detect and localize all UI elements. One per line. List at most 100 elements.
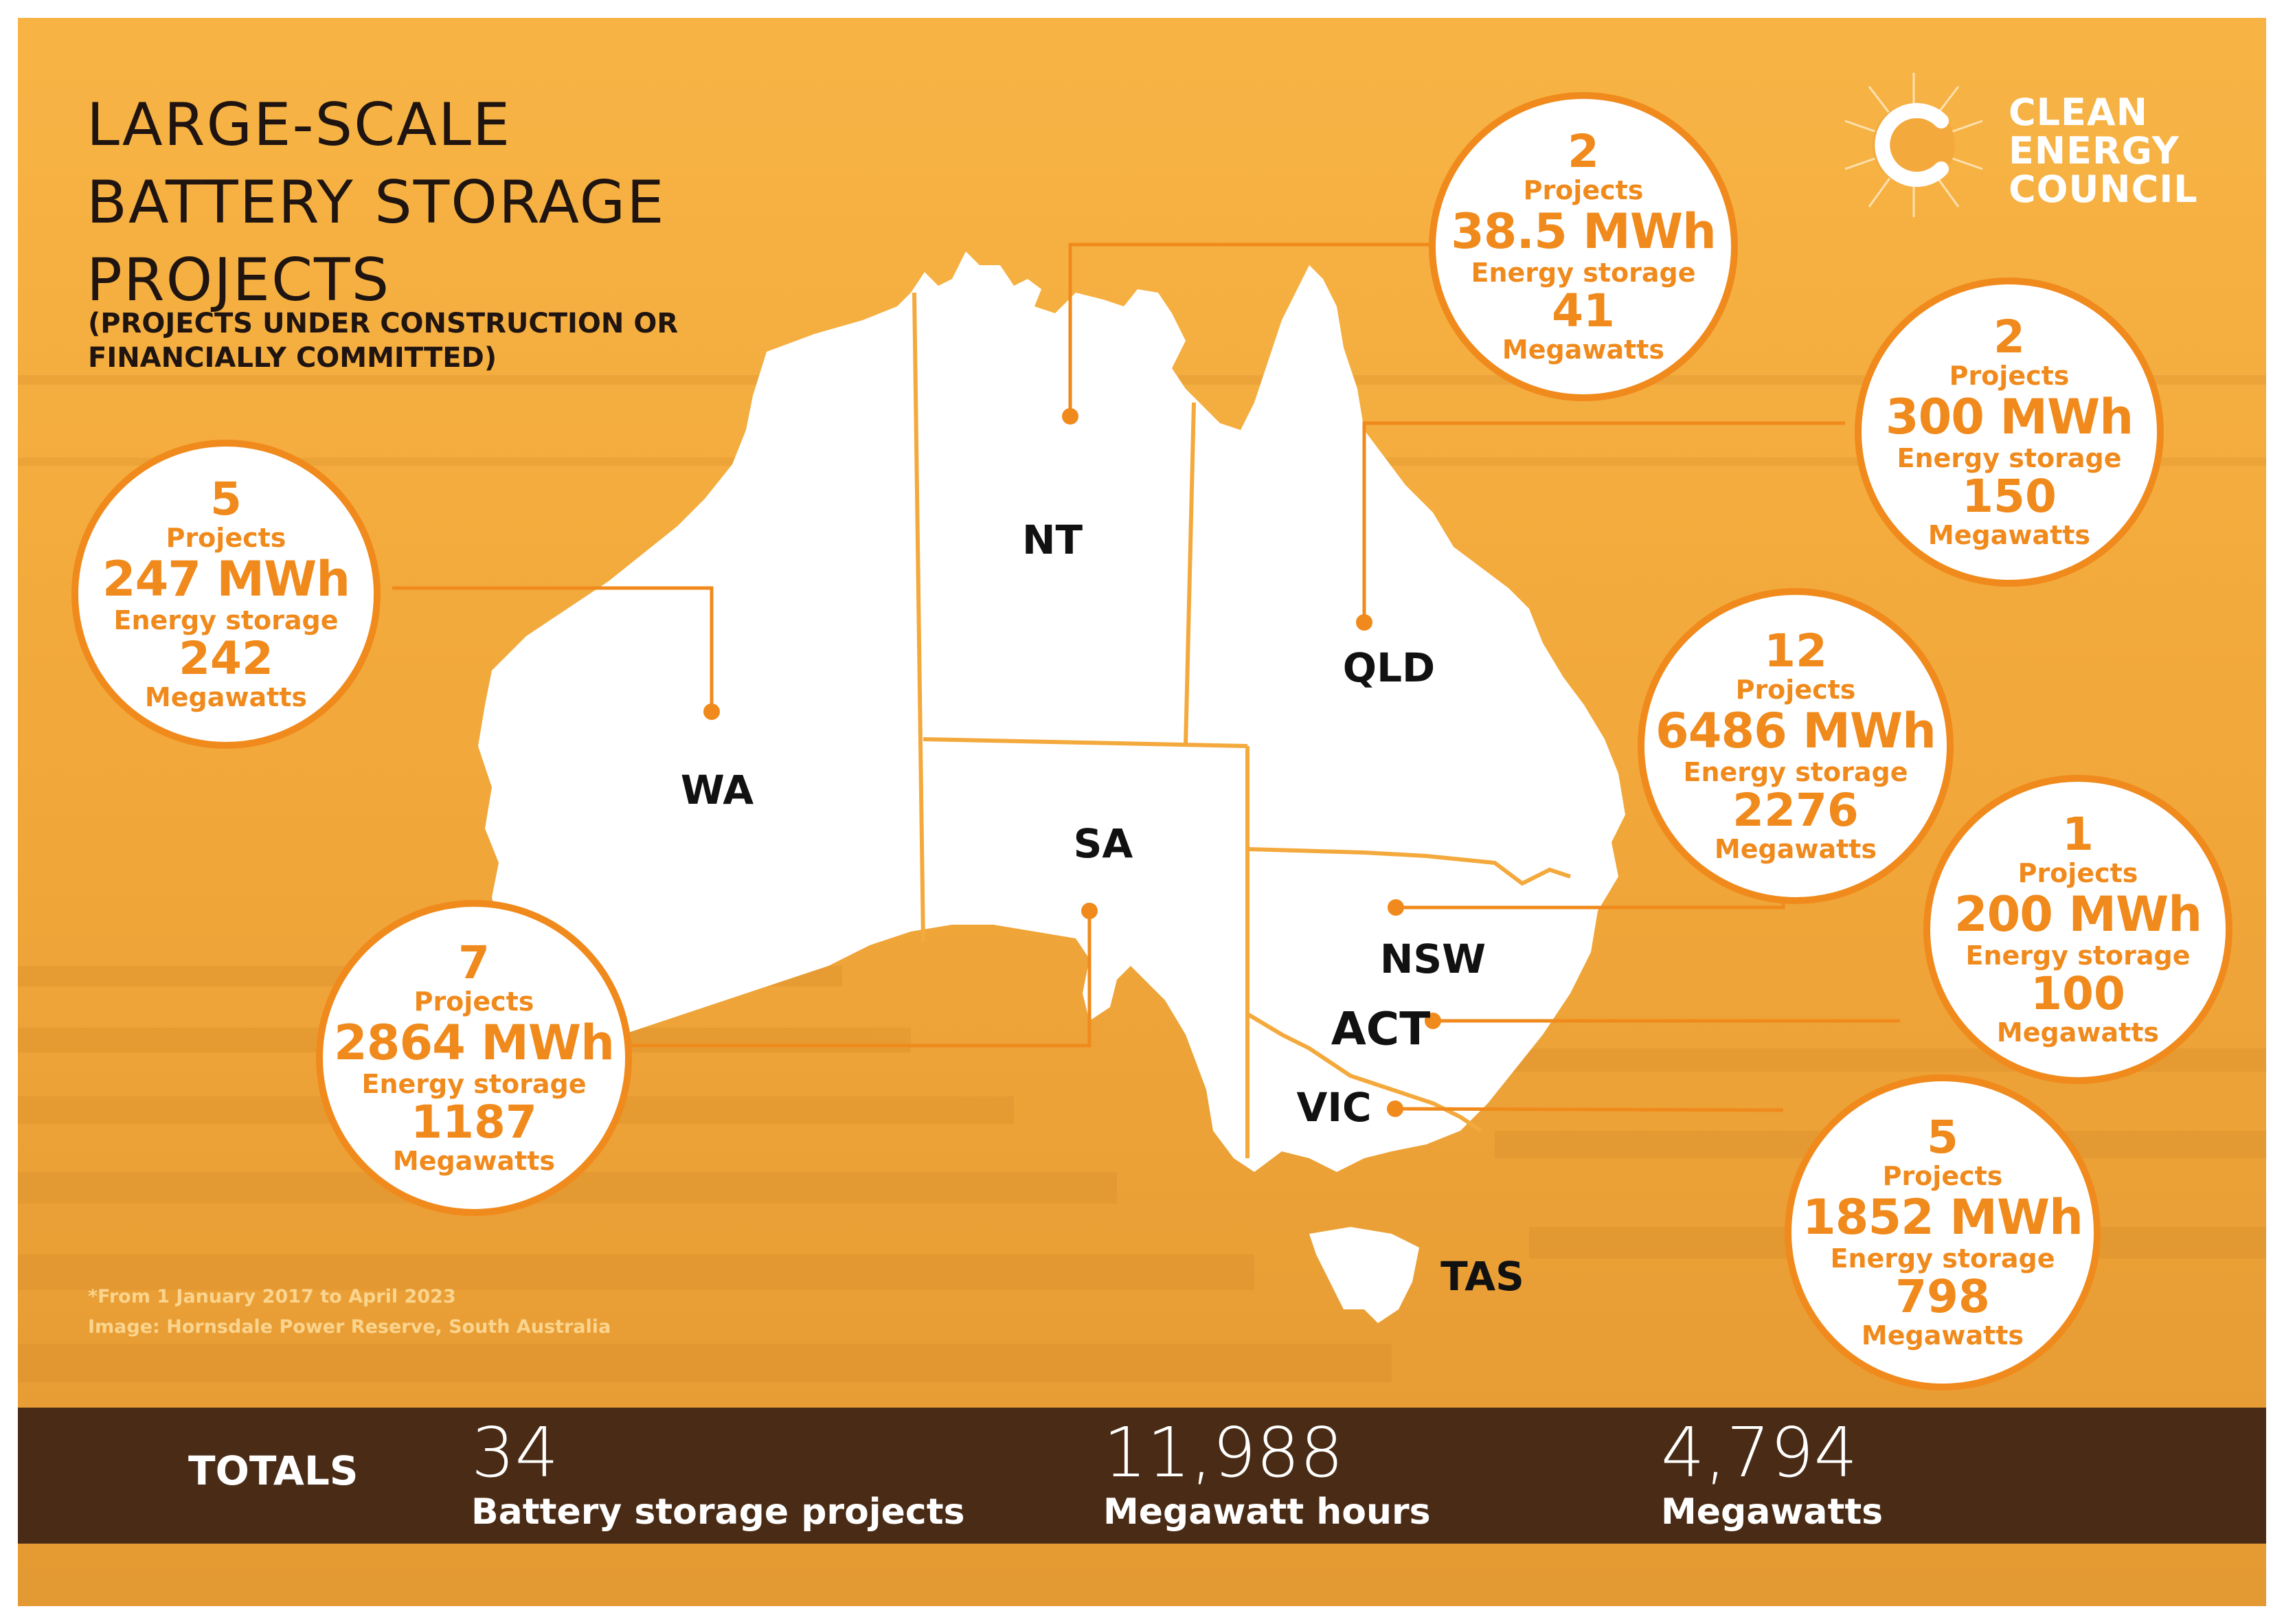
energy-value: 300 MWh [1885,389,2134,445]
energy-value: 200 MWh [1954,886,2202,943]
projects-count: 2 [1993,311,2025,363]
power-value: 2276 [1732,784,1859,837]
power-label: Megawatts [392,1146,556,1176]
projects-count: 5 [210,473,242,526]
total-mw-value: 4,794 [1661,1412,1858,1493]
nt-sa-border [923,737,1248,748]
energy-label: Energy storage [1830,1243,2055,1274]
power-value: 41 [1552,284,1615,337]
energy-label: Energy storage [1897,443,2122,473]
totals-label: TOTALS [188,1447,359,1494]
clean-energy-council-logo: CLEAN ENERGY COUNCIL [1831,66,2230,224]
energy-label: Energy storage [1965,940,2191,971]
nsw-vic-border [1246,1012,1482,1133]
vic-leader [1394,1107,1784,1112]
energy-label: Energy storage [1683,757,1908,787]
projects-label: Projects [414,986,534,1017]
footnote-line: Image: Hornsdale Power Reserve, South Au… [88,1316,611,1338]
bubble-vic: 5 Projects 1852 MWh Energy storage 798 M… [1785,1074,2101,1390]
footnote-line: *From 1 January 2017 to April 2023 [88,1286,456,1307]
energy-value: 1852 MWh [1802,1189,2083,1245]
projects-label: Projects [2017,858,2138,888]
energy-value: 247 MWh [102,551,350,607]
energy-value: 6486 MWh [1655,703,1936,759]
projects-count: 7 [458,936,490,989]
total-mwh: 11,988 Megawatt hours [1103,1414,1431,1533]
sa-leader [622,911,1092,1048]
power-label: Megawatts [1714,834,1877,864]
state-label-qld: QLD [1342,644,1436,691]
state-label-nt: NT [1021,517,1083,563]
projects-label: Projects [1882,1161,2003,1191]
title-line: PROJECTS [87,246,391,315]
mainland-shape [478,251,1625,1172]
projects-count: 2 [1568,125,1599,178]
qld-nsw-border [1247,847,1571,886]
leader-lines [392,243,1900,1112]
wa-border [912,292,925,943]
total-mwh-value: 11,988 [1103,1412,1344,1493]
logo-text: CLEAN ENERGY COUNCIL [2009,93,2198,209]
projects-label: Projects [166,523,286,553]
bubble-nsw: 12 Projects 6486 MWh Energy storage 2276… [1638,588,1954,904]
projects-label: Projects [1735,675,1856,705]
title-line: BATTERY STORAGE [87,168,666,237]
total-projects: 34 Battery storage projects [471,1414,965,1533]
projects-label: Projects [1523,175,1644,205]
australia-map [478,251,1625,1323]
logo-line: CLEAN [2009,91,2148,134]
power-label: Megawatts [1927,520,2091,550]
page-title: LARGE-SCALE BATTERY STORAGE PROJECTS [87,87,666,319]
logo-line: ENERGY [2009,129,2180,172]
power-value: 1187 [411,1096,537,1149]
power-label: Megawatts [1861,1320,2024,1351]
totals-bar: TOTALS 34 Battery storage projects 11,98… [18,1408,2266,1544]
power-label: Megawatts [1502,335,1665,365]
projects-count: 12 [1764,624,1827,677]
leader-dots [703,408,1441,1117]
subtitle-line: (PROJECTS UNDER CONSTRUCTION OR [88,308,679,339]
projects-label: Projects [1949,361,2070,391]
power-label: Megawatts [1996,1017,2160,1048]
state-label-tas: TAS [1440,1253,1524,1300]
projects-count: 1 [2062,808,2094,861]
title-line: LARGE-SCALE [87,91,512,159]
total-projects-value: 34 [471,1412,559,1493]
total-mw: 4,794 Megawatts [1661,1414,1883,1533]
total-mwh-caption: Megawatt hours [1103,1491,1431,1533]
energy-value: 38.5 MWh [1451,203,1717,260]
state-label-wa: WA [680,767,754,813]
bubble-wa: 5 Projects 247 MWh Energy storage 242 Me… [71,440,381,749]
power-value: 150 [1962,470,2057,523]
state-label-act: ACT [1331,1002,1431,1056]
total-projects-caption: Battery storage projects [471,1491,965,1533]
bubble-qld: 2 Projects 300 MWh Energy storage 150 Me… [1855,278,2164,587]
energy-label: Energy storage [1471,258,1696,288]
nt-leader [1068,243,1440,416]
state-label-nsw: NSW [1379,936,1486,982]
energy-label: Energy storage [361,1069,587,1099]
footnote: *From 1 January 2017 to April 2023 Image… [88,1282,611,1342]
power-label: Megawatts [144,682,308,712]
bubble-sa: 7 Projects 2864 MWh Energy storage 1187 … [316,900,632,1216]
power-value: 100 [2031,967,2125,1020]
wa-leader [392,586,714,712]
subtitle-line: FINANCIALLY COMMITTED) [88,342,497,374]
total-mw-caption: Megawatts [1661,1491,1884,1533]
qld-leader [1362,421,1845,622]
nt-qld-border [1184,402,1196,747]
bubble-nt: 2 Projects 38.5 MWh Energy storage 41 Me… [1429,92,1738,401]
logo-burst-icon [1844,73,1983,217]
state-label-sa: SA [1073,820,1133,867]
tasmania-shape [1309,1227,1419,1323]
infographic: LARGE-SCALE BATTERY STORAGE PROJECTS (PR… [18,18,2266,1606]
energy-value: 2864 MWh [334,1015,615,1071]
logo-line: COUNCIL [2009,168,2198,211]
page-subtitle: (PROJECTS UNDER CONSTRUCTION OR FINANCIA… [88,306,678,375]
bubble-act: 1 Projects 200 MWh Energy storage 100 Me… [1923,775,2232,1084]
energy-label: Energy storage [113,605,339,635]
power-value: 798 [1895,1270,1990,1323]
power-value: 242 [179,632,273,685]
projects-count: 5 [1927,1111,1958,1164]
state-label-vic: VIC [1296,1084,1372,1131]
